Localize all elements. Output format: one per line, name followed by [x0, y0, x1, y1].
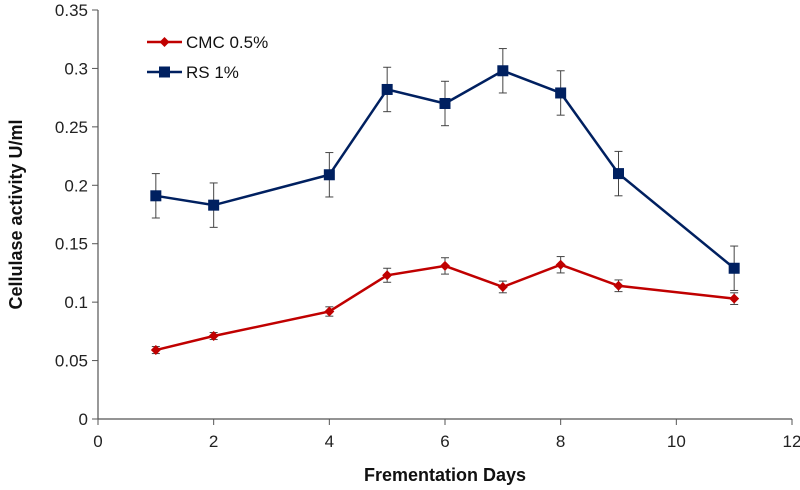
x-tick-label: 0 [93, 432, 102, 451]
data-point [729, 293, 740, 304]
y-tick-label: 0.35 [55, 1, 88, 20]
x-axis-title: Frementation Days [364, 465, 526, 485]
y-tick-label: 0.25 [55, 118, 88, 137]
x-tick-label: 4 [325, 432, 334, 451]
series-1 [150, 256, 740, 356]
x-tick-label: 8 [556, 432, 565, 451]
legend-marker [159, 37, 170, 47]
data-point [382, 270, 393, 281]
legend-item: CMC 0.5% [147, 33, 268, 52]
legend-marker [159, 66, 170, 78]
x-tick-label: 2 [209, 432, 218, 451]
legend: CMC 0.5% RS 1% [147, 33, 268, 82]
data-point [613, 280, 624, 291]
data-point [381, 83, 393, 95]
data-point [150, 190, 162, 202]
legend-label: RS 1% [186, 63, 239, 82]
y-tick-label: 0.1 [64, 293, 88, 312]
data-point [439, 97, 451, 109]
data-point [150, 345, 161, 356]
data-point [440, 260, 450, 271]
x-tick-label: 12 [783, 432, 800, 451]
y-axis-ticks: 0 0.05 0.1 0.15 0.2 0.25 0.3 0.35 [55, 1, 98, 429]
x-axis-ticks: 0 2 4 6 8 10 12 [93, 419, 800, 451]
data-point [497, 281, 508, 292]
data-point [728, 262, 740, 274]
legend-label: CMC 0.5% [186, 33, 268, 52]
data-point [208, 199, 220, 211]
data-point [555, 259, 566, 270]
y-tick-label: 0.15 [55, 235, 88, 254]
series-line [155, 263, 735, 352]
y-axis-title: Cellulase activity U/ml [6, 119, 26, 309]
y-tick-label: 0.3 [64, 59, 88, 78]
x-tick-label: 10 [667, 432, 686, 451]
data-point [323, 169, 335, 181]
series-2 [150, 48, 740, 291]
data-point [208, 331, 219, 342]
data-point [324, 306, 335, 317]
y-tick-label: 0 [79, 410, 88, 429]
y-tick-label: 0.2 [64, 176, 88, 195]
x-tick-label: 6 [440, 432, 449, 451]
data-point [555, 87, 567, 99]
data-point [613, 168, 624, 180]
legend-item: RS 1% [147, 63, 239, 82]
series-layer [150, 48, 740, 356]
y-tick-label: 0.05 [55, 352, 88, 371]
data-point [497, 65, 509, 77]
